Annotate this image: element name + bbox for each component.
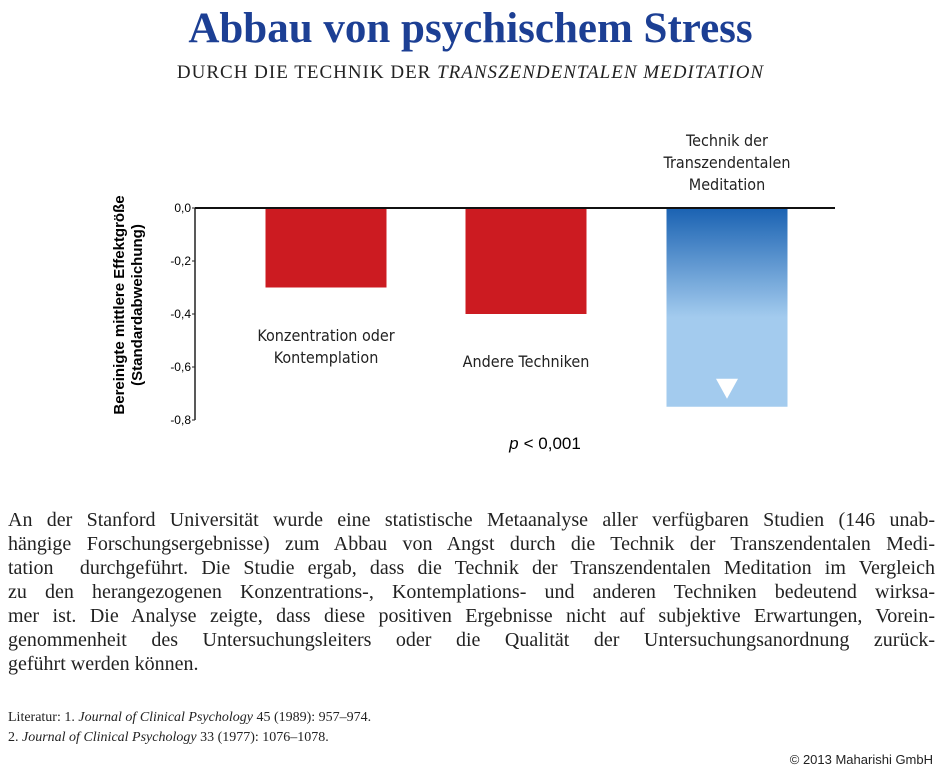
category-label: Andere Techniken bbox=[462, 352, 590, 371]
y-axis-label: (Standardabweichung) bbox=[129, 224, 146, 386]
body-line: genommenheit des Untersuchungsleiters od… bbox=[8, 629, 935, 651]
footer: © 2013 Maharishi GmbH bbox=[789, 752, 933, 767]
bar bbox=[265, 208, 387, 288]
bar bbox=[666, 208, 788, 407]
reference-journal: Journal of Clinical Psychology bbox=[22, 730, 197, 745]
body-line: geführt werden können. bbox=[8, 653, 199, 675]
category-label: Konzentration oder Kontemplation bbox=[257, 325, 395, 367]
body-line: zu den herangezogenen Konzentrations-, K… bbox=[8, 581, 935, 603]
body-line: An der Stanford Universität wurde eine s… bbox=[8, 509, 935, 531]
annotation-symbol: p bbox=[508, 434, 518, 453]
chart: Bereinigte mittlere Effektgröße (Standar… bbox=[111, 195, 835, 453]
category-label: Technik der Transzendentalen Meditation bbox=[663, 131, 791, 194]
y-axis-label: Bereinigte mittlere Effektgröße bbox=[111, 195, 128, 414]
body-line: tation durchgeführt. Die Studie ergab, d… bbox=[8, 557, 935, 579]
chart-subtitle: DURCH DIE TECHNIK DER TRANSZENDENTALEN M… bbox=[0, 62, 941, 84]
subtitle-italic: TRANSZENDENTALEN MEDITATION bbox=[437, 62, 765, 83]
body-text: An der Stanford Universität wurde eine s… bbox=[8, 508, 935, 676]
references: Literatur: 1. Journal of Clinical Psycho… bbox=[8, 708, 371, 748]
y-tick-label: 0,0 bbox=[174, 201, 191, 215]
annotation-text: < 0,001 bbox=[524, 434, 581, 453]
reference: Literatur: 1. Journal of Clinical Psycho… bbox=[8, 708, 371, 728]
bar bbox=[465, 208, 587, 314]
y-tick-label: -0,6 bbox=[170, 360, 191, 374]
reference-prefix: 2. bbox=[8, 730, 19, 745]
reference-rest: 33 (1977): 1076–1078. bbox=[200, 730, 329, 745]
reference-prefix: Literatur: 1. bbox=[8, 710, 75, 725]
body-line: mer ist. Die Analyse zeigte, dass diese … bbox=[8, 605, 935, 627]
chart-title: Abbau von psychischem Stress bbox=[188, 5, 753, 52]
reference-rest: 45 (1989): 957–974. bbox=[256, 710, 372, 725]
body-line: hängige Forschungsergebnisse) zum Abbau … bbox=[8, 533, 935, 555]
annotation: p < 0,001 bbox=[508, 434, 581, 453]
y-tick-label: -0,2 bbox=[170, 254, 191, 268]
subtitle-plain: DURCH DIE TECHNIK DER bbox=[176, 62, 432, 83]
y-tick-label: -0,4 bbox=[170, 307, 191, 321]
reference-journal: Journal of Clinical Psychology bbox=[78, 710, 253, 725]
reference: 2. Journal of Clinical Psychology 33 (19… bbox=[8, 728, 371, 748]
y-tick-label: -0,8 bbox=[170, 413, 191, 427]
marker-triangle bbox=[716, 378, 738, 399]
